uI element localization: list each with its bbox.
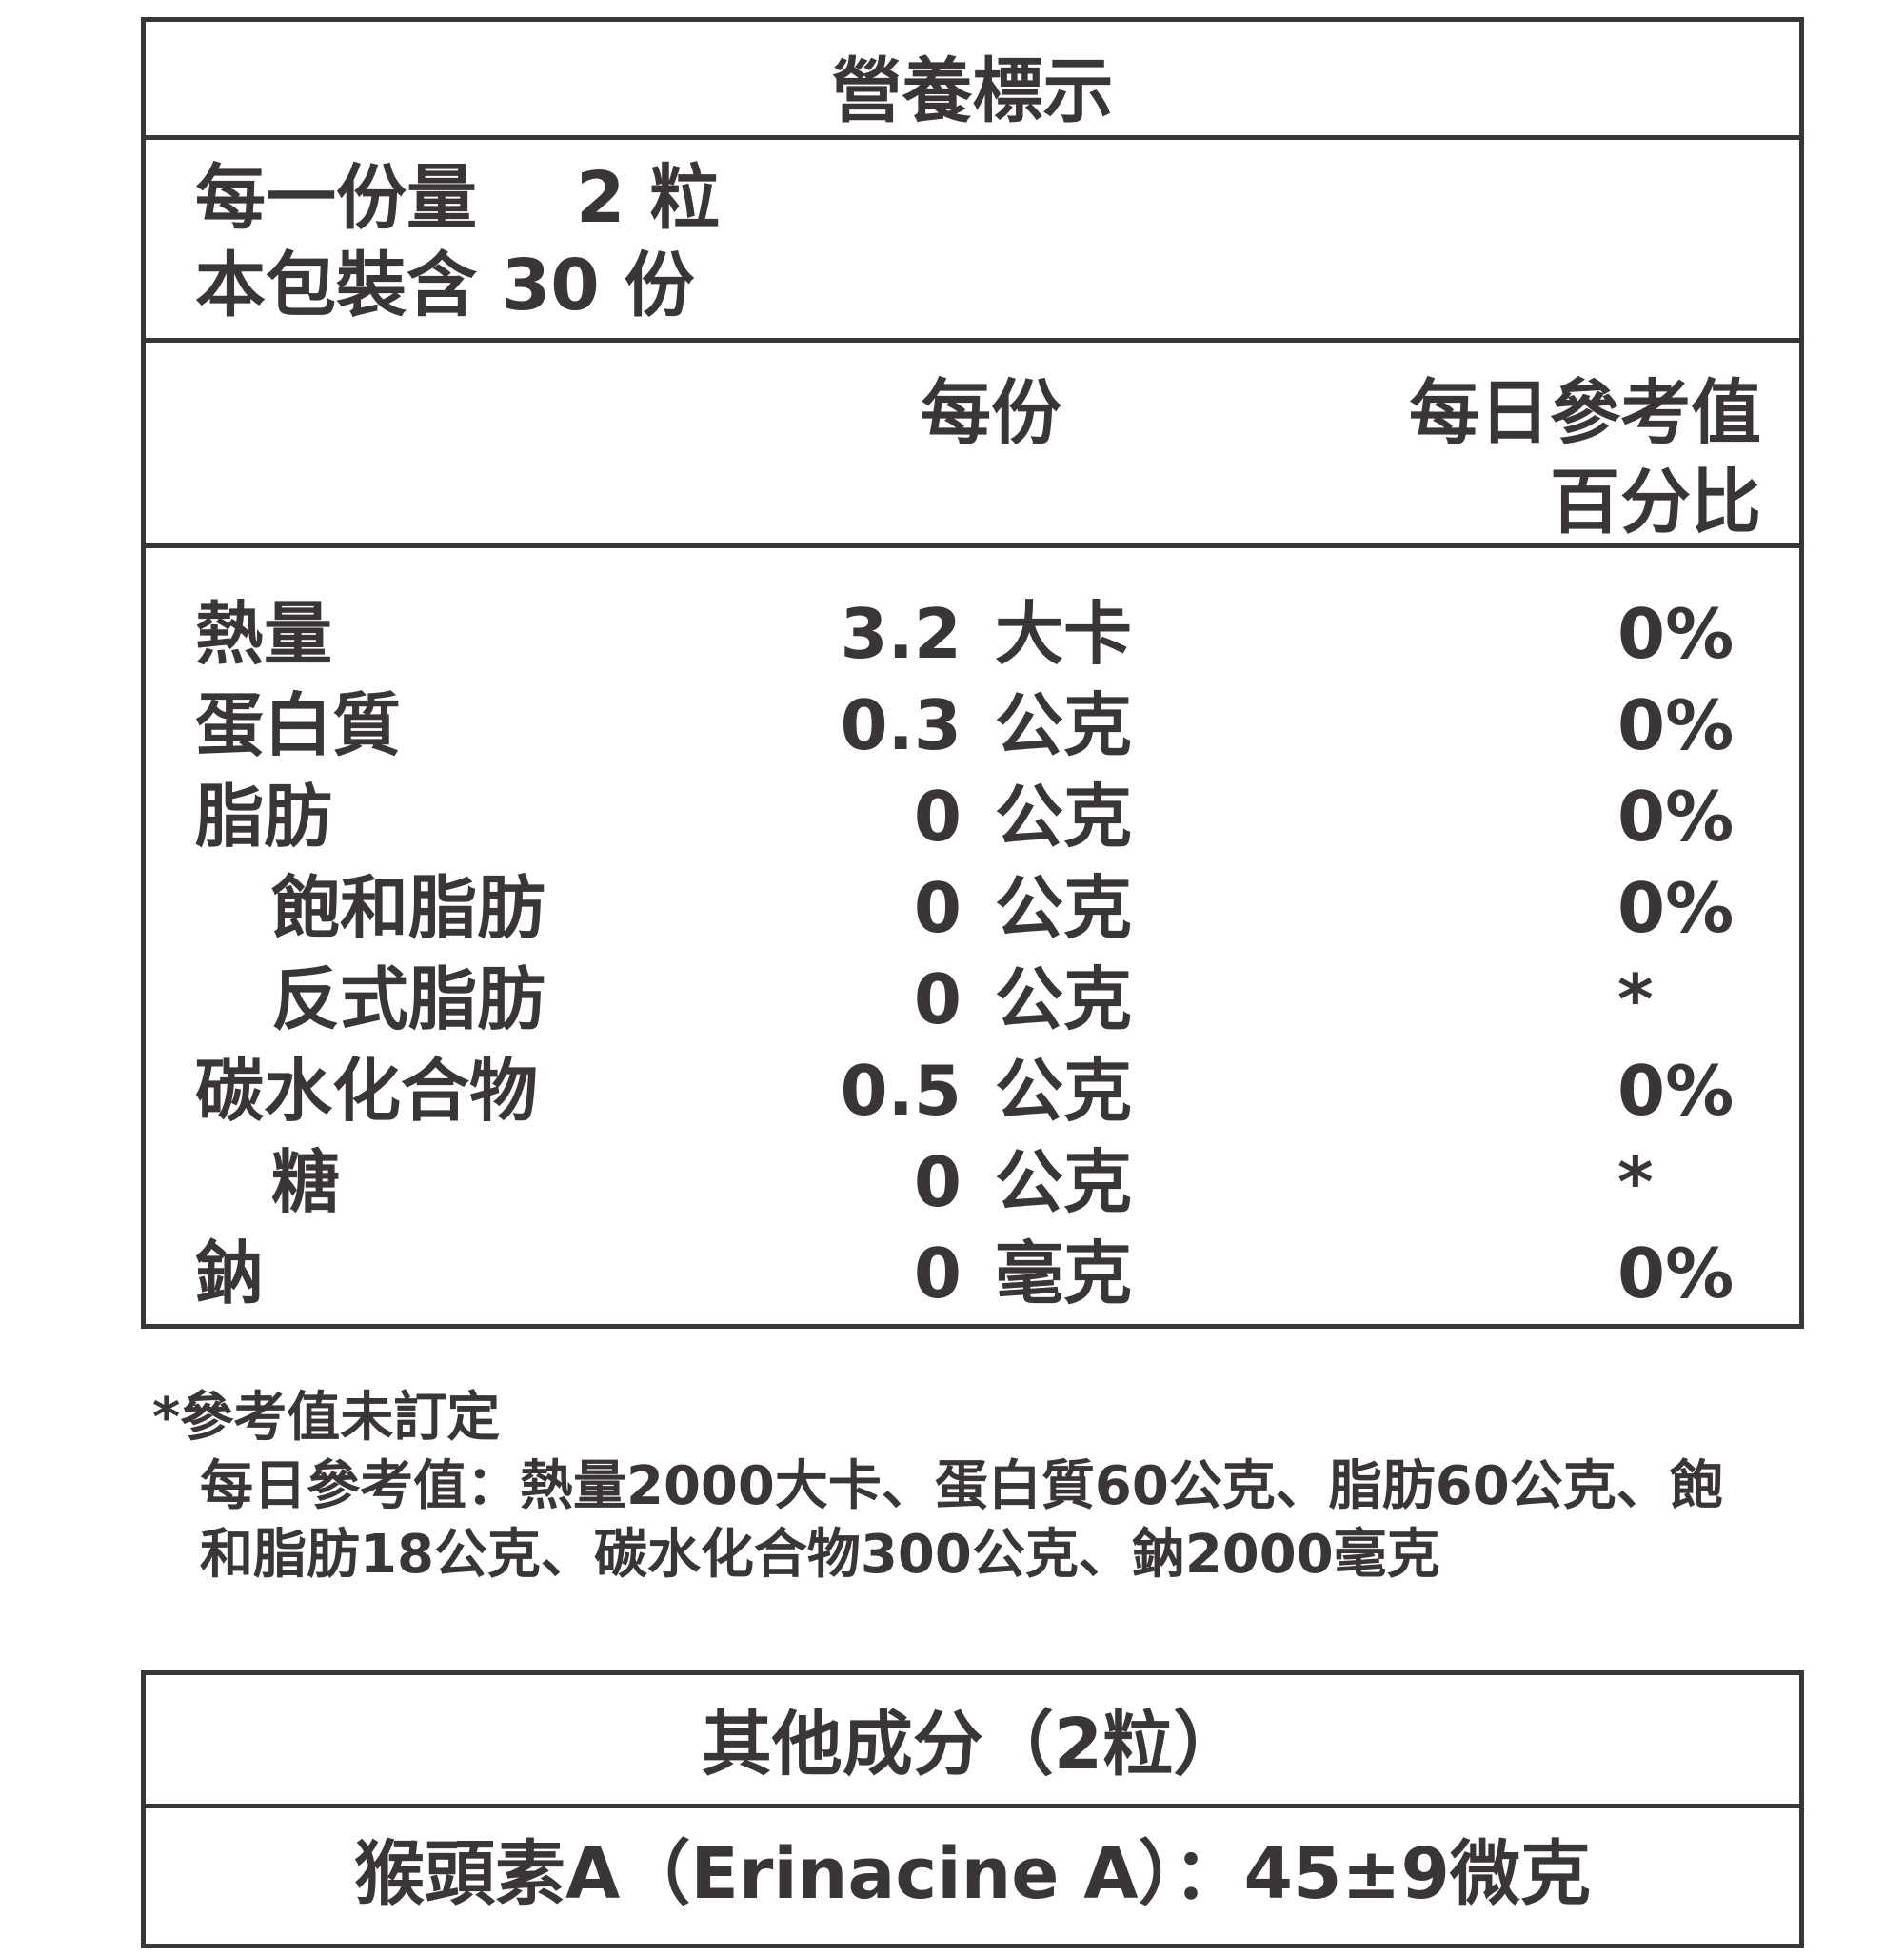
- nutrient-label: 鈉: [195, 1234, 265, 1313]
- nutrient-amount: 0: [913, 1142, 962, 1222]
- divider: [146, 543, 1799, 548]
- nutrient-daily-value: *: [1617, 1142, 1654, 1222]
- nutrient-daily-value: 0%: [1617, 685, 1735, 765]
- nutrient-amount: 0: [913, 868, 962, 948]
- nutrient-row: 熱量 3.2 大卡 0%: [146, 588, 1799, 680]
- nutrient-label: 反式脂肪: [271, 959, 546, 1039]
- column-header-daily-value-percent: 百分比: [1550, 462, 1761, 543]
- nutrient-row: 飽和脂肪 0 公克 0%: [146, 862, 1799, 954]
- serving-size-label: 每一份量: [195, 157, 477, 239]
- nutrient-amount: 0: [913, 1234, 962, 1313]
- nutrient-row: 碳水化合物 0.5 公克 0%: [146, 1045, 1799, 1136]
- nutrient-row: 蛋白質 0.3 公克 0%: [146, 680, 1799, 771]
- nutrient-row: 脂肪 0 公克 0%: [146, 771, 1799, 862]
- divider: [146, 338, 1799, 343]
- column-header-per-serving: 每份: [921, 372, 1061, 454]
- nutrient-label: 碳水化合物: [195, 1051, 539, 1131]
- serving-size-value: 2 粒: [576, 157, 721, 239]
- nutrient-row: 糖 0 公克 *: [146, 1136, 1799, 1228]
- nutrient-amount: 3.2: [840, 594, 962, 674]
- nutrient-row: 反式脂肪 0 公克 *: [146, 954, 1799, 1045]
- other-ingredients-title: 其他成分（2粒）: [701, 1704, 1244, 1786]
- nutrient-amount: 0.5: [840, 1051, 962, 1131]
- nutrient-amount: 0: [913, 777, 962, 857]
- nutrient-amount: 0.3: [840, 685, 962, 765]
- nutrient-label: 飽和脂肪: [271, 868, 546, 948]
- nutrient-daily-value: 0%: [1617, 868, 1735, 948]
- divider: [146, 1804, 1799, 1808]
- nutrient-label: 脂肪: [195, 777, 333, 857]
- nutrient-unit: 公克: [995, 685, 1133, 765]
- nutrient-unit: 毫克: [995, 1234, 1133, 1313]
- nutrient-label: 熱量: [195, 594, 333, 674]
- footnote-undefined: *參考值未訂定: [152, 1387, 501, 1449]
- nutrient-unit: 公克: [995, 959, 1133, 1039]
- divider: [146, 135, 1799, 140]
- column-header-daily-value: 每日參考值: [1409, 372, 1761, 454]
- footnote-daily-values: 每日參考值：熱量2000大卡、蛋白質60公克、脂肪60公克、飽: [200, 1455, 1723, 1517]
- nutrient-unit: 公克: [995, 1051, 1133, 1131]
- servings-per-package: 本包裝含 30 份: [195, 245, 695, 326]
- nutrient-daily-value: 0%: [1617, 1234, 1735, 1313]
- nutrient-label: 蛋白質: [195, 685, 402, 765]
- nutrient-unit: 公克: [995, 868, 1133, 948]
- nutrient-daily-value: 0%: [1617, 1051, 1735, 1131]
- nutrition-facts-table: 營養標示 每一份量 2 粒 本包裝含 30 份 每份 每日參考值 百分比 熱量 3…: [141, 17, 1804, 1329]
- nutrient-unit: 公克: [995, 777, 1133, 857]
- ingredient-erinacine: 猴頭素A（Erinacine A）：45±9微克: [354, 1833, 1591, 1915]
- nutrient-daily-value: *: [1617, 959, 1654, 1039]
- nutrient-unit: 大卡: [995, 594, 1133, 674]
- nutrient-unit: 公克: [995, 1142, 1133, 1222]
- footnote-daily-values-cont: 和脂肪18公克、碳水化合物300公克、鈉2000毫克: [200, 1524, 1440, 1586]
- other-ingredients-table: 其他成分（2粒） 猴頭素A（Erinacine A）：45±9微克: [141, 1670, 1804, 1948]
- nutrient-amount: 0: [913, 959, 962, 1039]
- nutrient-label: 糖: [271, 1142, 341, 1222]
- nutrient-daily-value: 0%: [1617, 777, 1735, 857]
- nutrition-title: 營養標示: [831, 50, 1114, 132]
- nutrient-daily-value: 0%: [1617, 594, 1735, 674]
- nutrient-row: 鈉 0 毫克 0%: [146, 1228, 1799, 1319]
